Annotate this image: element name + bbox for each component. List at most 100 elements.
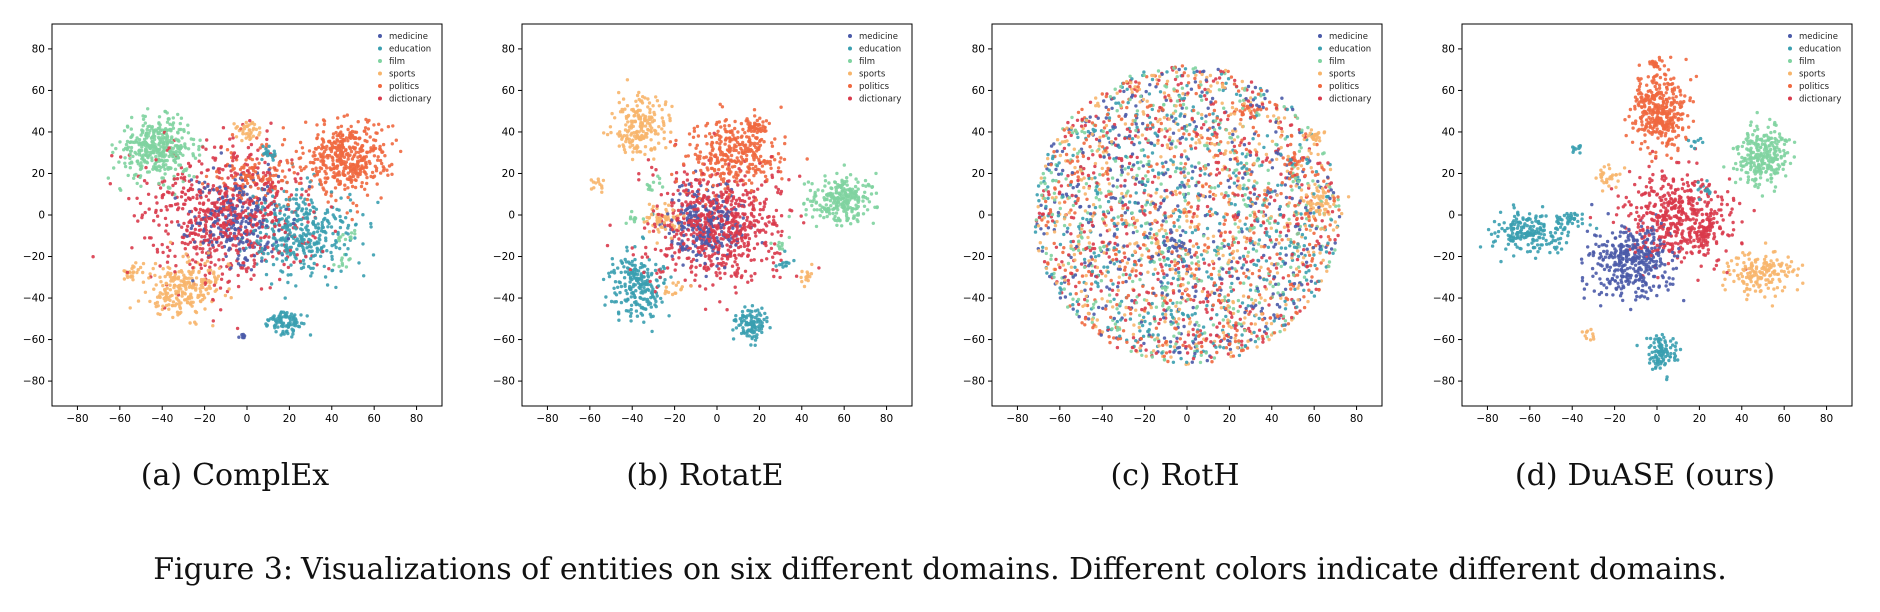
point-dictionary: [670, 204, 674, 208]
point-education: [260, 256, 264, 260]
point-dictionary: [713, 224, 717, 228]
point-politics: [749, 189, 754, 193]
point-education: [622, 276, 627, 280]
point-dictionary: [147, 207, 151, 211]
point-dictionary: [772, 215, 776, 219]
point-medicine: [233, 178, 237, 182]
point-dictionary: [259, 287, 264, 291]
y-tick-label: 20: [502, 168, 515, 180]
point-dictionary: [165, 208, 169, 212]
point-film: [153, 162, 157, 166]
point-dictionary: [215, 200, 219, 204]
point-medicine: [688, 210, 693, 214]
point-education: [654, 304, 658, 309]
point-film: [869, 192, 874, 196]
point-sports: [633, 119, 637, 123]
point-sports: [187, 276, 191, 280]
point-education: [338, 214, 342, 219]
point-education: [311, 266, 315, 270]
point-film: [826, 192, 831, 196]
point-education: [629, 319, 633, 323]
point-dictionary: [289, 193, 294, 197]
point-sports: [1186, 330, 1191, 334]
point-dictionary: [266, 213, 270, 217]
point-dictionary: [695, 220, 699, 225]
point-dictionary: [144, 165, 148, 170]
point-dictionary: [232, 151, 237, 155]
point-politics: [239, 176, 243, 180]
point-politics: [724, 136, 729, 140]
point-dictionary: [304, 255, 308, 259]
point-sports: [217, 266, 222, 270]
point-education: [280, 238, 284, 242]
point-sports: [258, 130, 262, 135]
point-politics: [709, 157, 713, 161]
point-film: [874, 191, 879, 195]
point-film: [123, 156, 127, 160]
point-education: [344, 252, 348, 257]
point-education: [315, 247, 320, 252]
point-politics: [769, 166, 773, 170]
point-sports: [651, 204, 656, 209]
point-sports: [662, 130, 666, 134]
point-film: [165, 120, 170, 124]
point-education: [289, 263, 293, 267]
point-dictionary: [726, 248, 730, 252]
point-sports: [141, 270, 145, 275]
point-medicine: [241, 193, 245, 197]
point-dictionary: [288, 248, 293, 253]
point-education: [299, 217, 304, 222]
legend-marker-politics: [378, 84, 382, 88]
point-sports: [134, 261, 138, 265]
point-film: [146, 134, 150, 138]
point-sports: [648, 122, 652, 126]
point-film: [118, 140, 122, 144]
point-sports: [808, 275, 812, 279]
y-tick-label: 80: [502, 43, 515, 55]
point-sports: [648, 117, 652, 122]
point-dictionary: [726, 186, 730, 191]
point-film: [157, 164, 161, 168]
legend-label-medicine: medicine: [389, 32, 428, 42]
point-education: [612, 286, 616, 290]
point-dictionary: [753, 224, 757, 228]
point-medicine: [691, 228, 695, 232]
legend-marker-sports: [848, 71, 852, 76]
point-dictionary: [223, 226, 227, 230]
point-education: [264, 147, 268, 151]
point-dictionary: [729, 207, 734, 211]
point-education: [361, 242, 365, 246]
point-sports: [625, 134, 629, 138]
point-film: [122, 129, 127, 133]
point-politics: [736, 135, 740, 140]
point-education: [272, 149, 276, 153]
point-dictionary: [753, 230, 757, 235]
point-dictionary: [223, 164, 228, 168]
point-medicine: [707, 227, 711, 231]
point-sports: [194, 276, 199, 280]
point-sports: [806, 272, 810, 276]
point-dictionary: [333, 229, 338, 233]
point-medicine: [235, 220, 240, 224]
point-sports: [167, 307, 171, 311]
point-politics: [290, 161, 294, 165]
point-sports: [673, 291, 677, 295]
point-dictionary: [186, 242, 190, 246]
point-politics: [331, 132, 336, 136]
point-dictionary: [164, 229, 168, 233]
point-dictionary: [215, 222, 220, 226]
point-education: [264, 272, 269, 277]
point-education: [346, 226, 350, 230]
point-politics: [759, 170, 763, 174]
point-dictionary: [734, 291, 738, 295]
point-politics: [225, 148, 230, 152]
point-politics: [364, 165, 369, 170]
point-education: [640, 279, 644, 283]
point-film: [838, 183, 842, 188]
point-dictionary: [223, 191, 227, 195]
point-sports: [643, 145, 648, 149]
point-dictionary: [168, 248, 172, 253]
point-sports: [189, 273, 193, 277]
point-education: [280, 243, 284, 247]
point-politics: [727, 123, 731, 128]
